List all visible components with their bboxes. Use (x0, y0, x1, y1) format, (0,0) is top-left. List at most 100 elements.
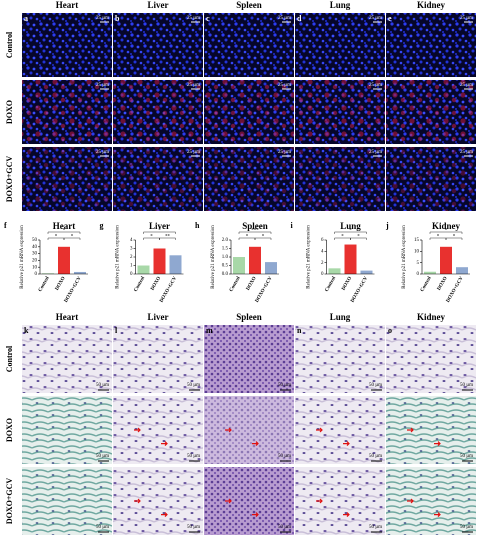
y-axis-label: Relative p21 mRNA expression (307, 225, 312, 289)
column-heading: Spleen (236, 0, 262, 10)
significance-bracket (63, 237, 81, 240)
column-heading: Liver (148, 312, 169, 322)
row-label: DOXO+GCV (5, 478, 14, 525)
bar (42, 273, 54, 274)
scale-label: 50 µm (96, 383, 109, 388)
arrow (407, 427, 414, 433)
bar (440, 246, 452, 274)
scale-label: 25 µm (278, 150, 291, 155)
scale-label: 50 µm (96, 525, 109, 530)
panel-letter: n (297, 326, 302, 335)
histology-image (113, 467, 203, 535)
scale-label: 25 µm (460, 150, 473, 155)
x-tick-label: DOXO+GCV (159, 276, 178, 304)
chart-title: Spleen (242, 221, 268, 231)
arrow (434, 512, 441, 518)
arrow (161, 512, 168, 518)
panel-letter: f (4, 221, 7, 230)
chart-title: Liver (149, 221, 170, 231)
chart-title: Heart (53, 221, 76, 231)
bar (265, 262, 277, 274)
arrow (407, 498, 414, 504)
fluorescence-image (22, 13, 112, 77)
panel-letter: m (206, 326, 213, 335)
significance-label: * (357, 235, 360, 240)
arrow (343, 441, 350, 447)
histology-image (204, 396, 294, 464)
y-tick-label: 50 (32, 238, 38, 243)
scale-label: 25 µm (369, 150, 382, 155)
scale-label: 25 µm (187, 150, 200, 155)
significance-label: * (341, 235, 344, 240)
significance-bracket (445, 237, 463, 240)
significance-label: * (349, 229, 352, 234)
row-label: Control (5, 345, 14, 372)
red-signal (386, 147, 476, 211)
y-tick-label: 0 (417, 272, 420, 277)
y-tick-label: 40 (32, 245, 38, 250)
significance-bracket (334, 231, 367, 234)
panel-letter: a (24, 14, 28, 23)
red-signal (22, 147, 112, 211)
fluorescence-image (386, 13, 476, 77)
column-heading: Heart (56, 312, 79, 322)
significance-bracket (350, 237, 367, 240)
bar (344, 244, 357, 274)
significance-label: * (158, 229, 161, 234)
scale-label: 50 µm (460, 383, 473, 388)
significance-label: * (71, 235, 74, 240)
bar (153, 248, 166, 274)
scale-label: 25 µm (96, 83, 109, 88)
scale-label: 50 µm (278, 454, 291, 459)
y-tick-label: 0 (130, 272, 133, 277)
significance-label: * (246, 235, 249, 240)
y-tick-label: 0.5 (222, 264, 229, 269)
x-tick-label: DOXO (341, 276, 353, 292)
bar (74, 271, 86, 274)
arrow (316, 427, 323, 433)
scale-label: 50 µm (369, 454, 382, 459)
scale-label: 50 µm (187, 454, 200, 459)
scale-label: 50 µm (187, 525, 200, 530)
y-tick-label: 0.0 (222, 272, 229, 277)
x-tick-label: DOXO+GCV (446, 276, 465, 304)
red-signal (295, 80, 385, 144)
x-tick-label: DOXO (437, 276, 449, 292)
column-heading: Spleen (236, 312, 262, 322)
x-tick-label: DOXO (150, 276, 162, 292)
y-tick-label: 1.5 (222, 247, 229, 252)
scale-label: 50 µm (369, 525, 382, 530)
arrow (225, 498, 232, 504)
column-heading: Kidney (417, 0, 446, 10)
significance-label: * (150, 235, 153, 240)
significance-bracket (254, 237, 272, 240)
bar (58, 246, 70, 274)
significance-bracket (143, 231, 176, 234)
bar (169, 255, 182, 274)
significance-bracket (159, 237, 176, 240)
y-tick-label: 30 (32, 252, 38, 257)
bar (360, 270, 373, 274)
panel-letter: l (115, 326, 118, 335)
x-tick-label: DOXO (55, 276, 67, 292)
significance-bracket (238, 231, 272, 234)
significance-label: *** (251, 229, 259, 234)
significance-label: * (437, 235, 440, 240)
red-signal (113, 147, 203, 211)
x-tick-label: DOXO+GCV (64, 276, 83, 304)
panel-letter: c (206, 14, 210, 23)
scale-label: 25 µm (369, 16, 382, 21)
red-signal (386, 80, 476, 144)
significance-label: * (445, 229, 448, 234)
scale-label: 25 µm (96, 16, 109, 21)
histology-image (113, 325, 203, 393)
arrow (161, 441, 168, 447)
y-tick-label: 2.0 (222, 238, 229, 243)
arrow (134, 498, 141, 504)
panel-letter: d (297, 14, 302, 23)
scale-label: 50 µm (187, 383, 200, 388)
x-tick-label: Control (325, 276, 338, 293)
significance-label: * (55, 235, 58, 240)
red-signal (295, 147, 385, 211)
y-tick-label: 2 (130, 255, 133, 260)
